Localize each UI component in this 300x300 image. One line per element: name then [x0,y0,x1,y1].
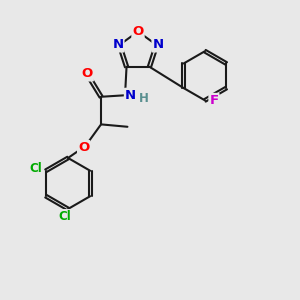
Text: N: N [112,38,124,52]
Text: O: O [132,25,144,38]
Text: Cl: Cl [58,210,71,223]
Text: O: O [82,68,93,80]
Text: Cl: Cl [29,162,42,175]
Text: N: N [152,38,164,52]
Text: O: O [78,141,89,154]
Text: N: N [125,89,136,102]
Text: F: F [209,94,218,107]
Text: H: H [139,92,148,105]
